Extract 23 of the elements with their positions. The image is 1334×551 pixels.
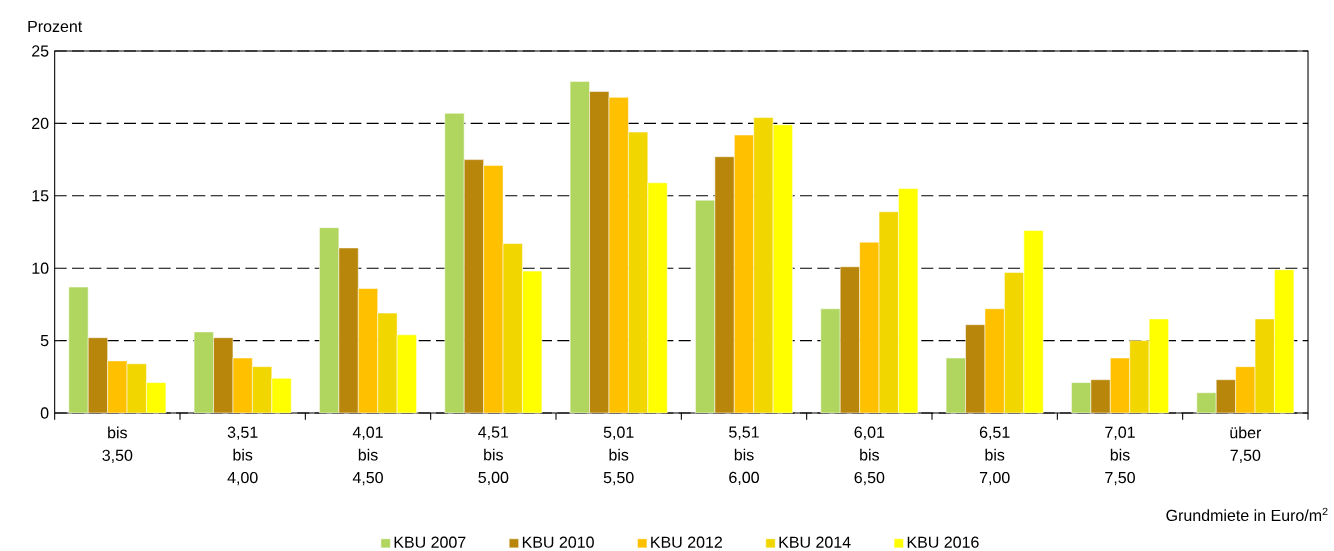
x-tick-label: 5,51 bis 6,00 <box>729 426 759 485</box>
y-tick-label: 0 <box>40 407 49 419</box>
y-axis-title: Prozent <box>28 20 83 33</box>
y-tick-label: 15 <box>32 190 49 202</box>
y-tick-label: 25 <box>32 45 49 57</box>
y-tick-label: 10 <box>32 262 49 274</box>
x-tick-label: 6,01 bis 6,50 <box>854 426 885 486</box>
legend-label: KBU 2016 <box>907 536 979 548</box>
x-tick-label: 4,01 bis 4,50 <box>352 426 383 486</box>
x-tick-label: 3,51 bis 4,00 <box>227 426 258 486</box>
y-tick-label: 5 <box>40 335 49 347</box>
legend-label: KBU 2014 <box>779 536 851 548</box>
x-tick-label: 4,51 bis 5,00 <box>478 426 509 485</box>
y-tick-label: 20 <box>32 117 49 130</box>
x-tick-label: über 7,50 <box>1230 426 1262 463</box>
x-tick-label: 6,51 bis 7,00 <box>979 426 1010 486</box>
x-tick-label: 5,01 bis 5,50 <box>603 426 634 486</box>
legend-label: KBU 2007 <box>394 536 466 548</box>
x-tick-label: 7,01 bis 7,50 <box>1105 426 1135 486</box>
x-tick-label: bis 3,50 <box>102 426 133 463</box>
x-axis-title: Grundmiete in Euro/m$^{2}$ <box>1166 507 1328 522</box>
legend-label: KBU 2012 <box>651 536 722 548</box>
legend-label: KBU 2010 <box>522 536 594 548</box>
